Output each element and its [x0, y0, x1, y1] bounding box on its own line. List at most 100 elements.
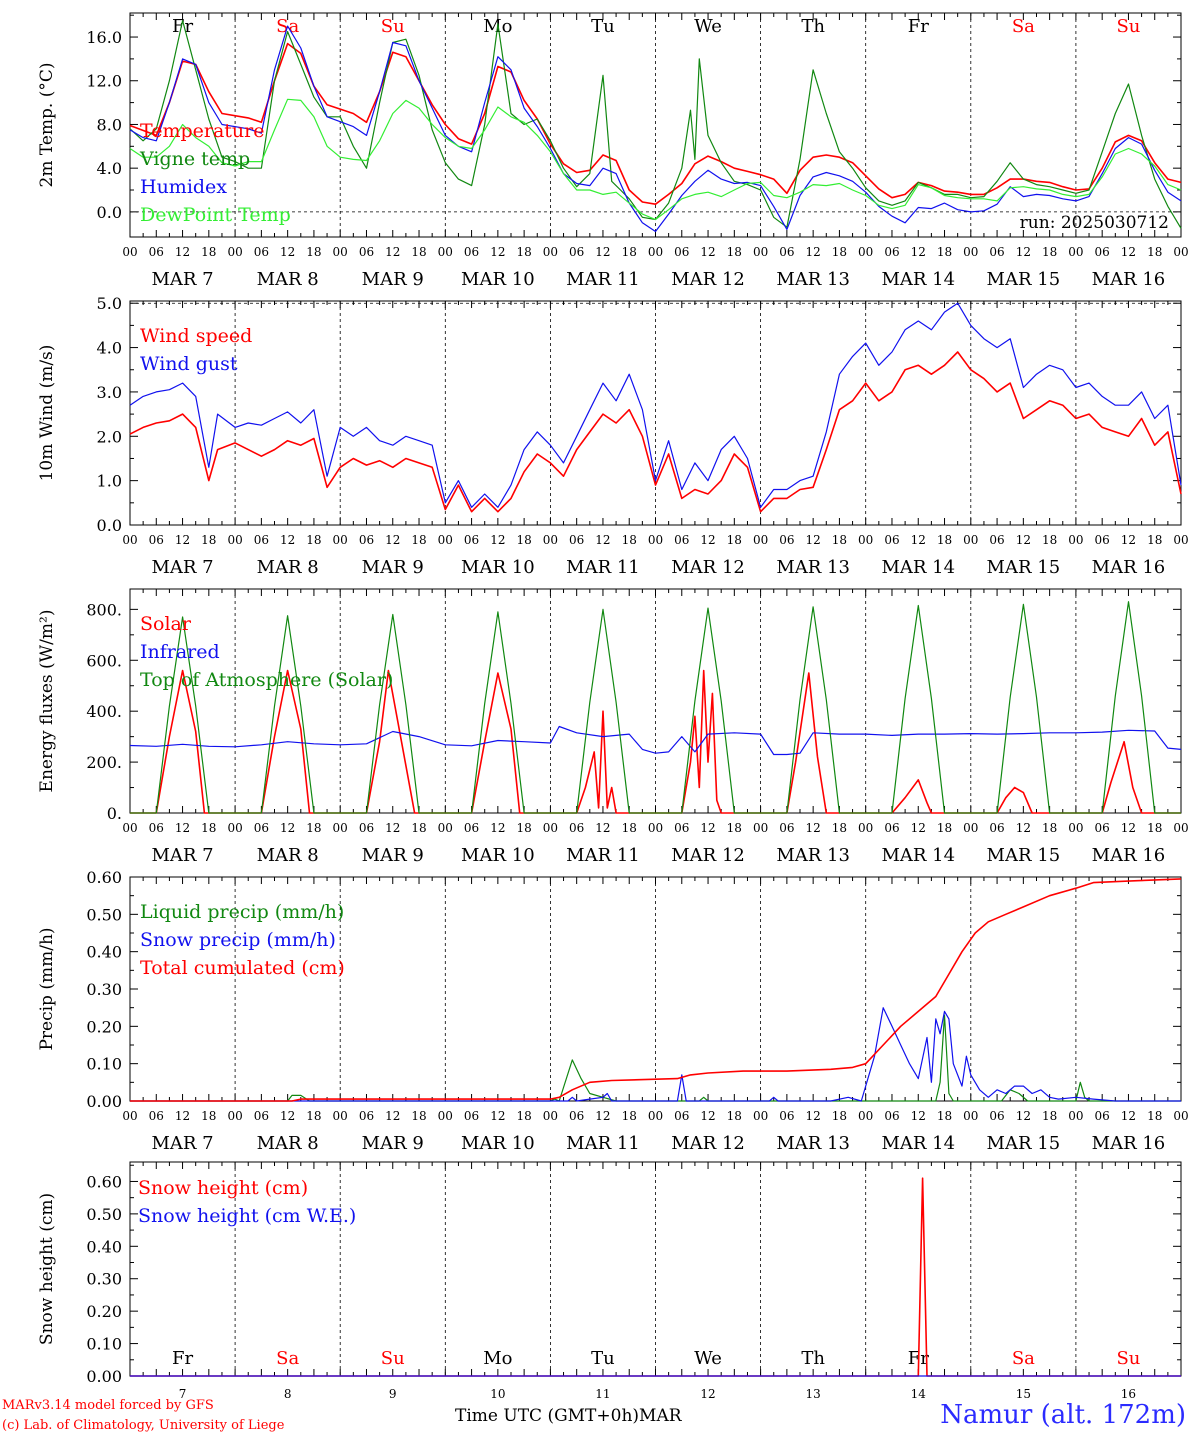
- hour-tick-label: 18: [622, 821, 637, 835]
- hour-tick-label: 12: [700, 821, 715, 835]
- hour-tick-label: 06: [779, 245, 794, 259]
- y-axis-title: Energy fluxes (W/m²): [37, 610, 57, 793]
- hour-tick-label: 18: [411, 245, 426, 259]
- x-axis-title-text: Time UTC (GMT+0h): [455, 1406, 640, 1426]
- hour-tick-label: 18: [306, 1109, 321, 1123]
- hour-tick-label: 00: [648, 533, 663, 547]
- hour-tick-label: 18: [411, 1109, 426, 1123]
- hour-tick-label: 12: [280, 245, 295, 259]
- hour-tick-label: 00: [333, 821, 348, 835]
- hour-tick-label: 06: [989, 245, 1004, 259]
- weekday-label: Sa: [1012, 16, 1035, 37]
- hour-tick-label: 00: [333, 533, 348, 547]
- lab-credit: (c) Lab. of Climatology, University of L…: [2, 1418, 285, 1433]
- hour-tick-label: 12: [806, 533, 821, 547]
- hour-tick-label: 00: [1173, 533, 1188, 547]
- y-tick-label: 0.50: [86, 1205, 122, 1224]
- y-tick-label: 600.: [86, 651, 122, 670]
- hour-tick-label: 06: [254, 1109, 269, 1123]
- hour-tick-label: 06: [1095, 245, 1110, 259]
- date-label: MAR 16: [1092, 1133, 1166, 1154]
- hour-tick-label: 12: [595, 821, 610, 835]
- date-label: MAR 8: [257, 269, 319, 290]
- date-label: MAR 15: [987, 269, 1061, 290]
- date-label: MAR 12: [671, 557, 745, 578]
- hour-tick-label: 00: [227, 533, 242, 547]
- legend-entry: Snow height (cm W.E.): [138, 1205, 356, 1227]
- series-line: [129, 42, 1182, 205]
- hour-tick-label: 12: [175, 533, 190, 547]
- hour-tick-label: 00: [858, 245, 873, 259]
- hour-tick-label: 00: [858, 1109, 873, 1123]
- hour-tick-label: 00: [858, 533, 873, 547]
- date-label: MAR 15: [987, 1133, 1061, 1154]
- station-name: Namur (alt. 172m): [940, 1400, 1186, 1430]
- hour-tick-label: 12: [385, 245, 400, 259]
- hour-tick-label: 06: [674, 533, 689, 547]
- weekday-label: Mo: [483, 1348, 512, 1369]
- date-label: MAR 8: [257, 557, 319, 578]
- hour-tick-label: 00: [543, 533, 558, 547]
- weekday-label: Su: [1116, 1348, 1140, 1369]
- hour-tick-label: 06: [1095, 821, 1110, 835]
- weekday-label: Tu: [591, 16, 615, 37]
- day-number-label: 9: [389, 1387, 397, 1401]
- hour-tick-label: 18: [306, 821, 321, 835]
- hour-tick-label: 18: [727, 245, 742, 259]
- hour-tick-label: 12: [1016, 821, 1031, 835]
- hour-tick-label: 12: [911, 821, 926, 835]
- weekday-label: Fr: [172, 16, 193, 37]
- hour-tick-label: 00: [753, 245, 768, 259]
- hour-tick-label: 06: [569, 245, 584, 259]
- y-tick-label: 4.0: [97, 159, 122, 178]
- hour-tick-label: 18: [201, 1109, 216, 1123]
- series-line: [130, 878, 1182, 1102]
- hour-tick-label: 18: [516, 1109, 531, 1123]
- hour-tick-label: 06: [779, 533, 794, 547]
- y-tick-label: 0.20: [86, 1302, 122, 1321]
- hour-tick-label: 00: [648, 821, 663, 835]
- hour-tick-label: 18: [201, 245, 216, 259]
- legend-entry: Snow precip (mm/h): [140, 929, 336, 951]
- hour-tick-label: 06: [149, 1109, 164, 1123]
- hour-tick-label: 00: [333, 245, 348, 259]
- y-tick-label: 3.0: [97, 383, 122, 402]
- hour-tick-label: 18: [201, 821, 216, 835]
- weekday-label: Su: [1116, 16, 1140, 37]
- panel-frame: [129, 588, 1182, 814]
- hour-tick-label: 00: [1173, 1109, 1188, 1123]
- hour-tick-label: 18: [306, 245, 321, 259]
- y-tick-label: 0.60: [86, 868, 122, 887]
- panel-2: 0.0 1.0 2.0 3.0 4.0 5.0 10m Wind (m/s) 00 06 12 18…: [37, 294, 1189, 578]
- hour-tick-label: 18: [937, 533, 952, 547]
- hour-tick-label: 12: [595, 245, 610, 259]
- model-credit: MARv3.14 model forced by GFS: [2, 1398, 214, 1413]
- date-label: MAR 9: [362, 557, 424, 578]
- hour-tick-label: 12: [280, 1109, 295, 1123]
- hour-tick-label: 06: [779, 1109, 794, 1123]
- hour-tick-label: 00: [122, 1109, 137, 1123]
- hour-tick-label: 00: [858, 821, 873, 835]
- day-number-label: 11: [595, 1387, 610, 1401]
- hour-tick-label: 00: [543, 821, 558, 835]
- hour-tick-label: 06: [674, 1109, 689, 1123]
- hour-tick-label: 00: [333, 1109, 348, 1123]
- hour-tick-label: 06: [1095, 533, 1110, 547]
- hour-tick-label: 06: [254, 245, 269, 259]
- legend-entry: Total cumulated (cm): [140, 957, 345, 979]
- hour-tick-label: 12: [700, 533, 715, 547]
- hour-tick-label: 06: [884, 821, 899, 835]
- hour-tick-label: 12: [700, 245, 715, 259]
- y-tick-label: 1.0: [97, 472, 122, 491]
- date-label: MAR 9: [362, 269, 424, 290]
- date-label: MAR 12: [671, 1133, 745, 1154]
- date-label: MAR 16: [1092, 557, 1166, 578]
- hour-tick-label: 18: [1147, 821, 1162, 835]
- legend-entry: Humidex: [140, 176, 227, 198]
- hour-tick-label: 00: [543, 245, 558, 259]
- date-label: MAR 7: [151, 1133, 213, 1154]
- hour-tick-label: 06: [779, 821, 794, 835]
- day-number-label: 15: [1016, 1387, 1031, 1401]
- date-label: MAR 11: [566, 557, 640, 578]
